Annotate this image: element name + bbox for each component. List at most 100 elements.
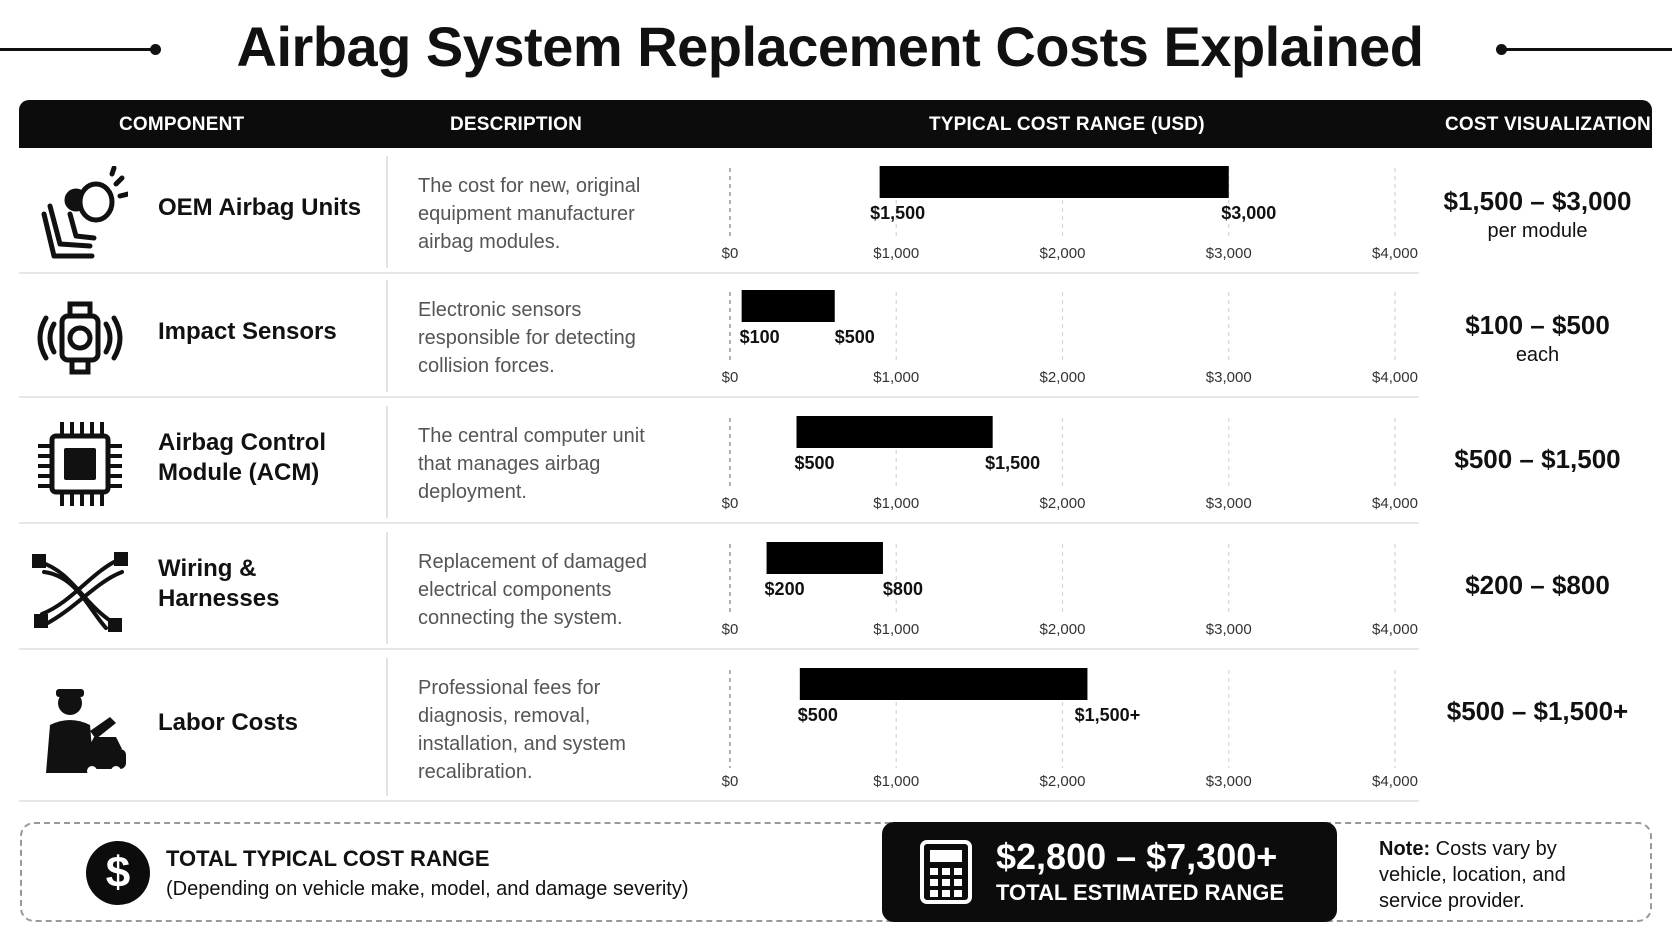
component-description: Professional fees for diagnosis, removal,… — [418, 674, 708, 786]
column-separator — [386, 658, 388, 796]
tick-label: $0 — [722, 245, 739, 262]
range-bar-label: $100 — [740, 327, 780, 347]
cost-range-value: $100 – $500 — [1465, 310, 1610, 340]
range-bar — [799, 668, 1088, 700]
cost-range-value: $200 – $800 — [1465, 570, 1610, 600]
row-separator — [19, 800, 1419, 802]
cost-range-value: $500 – $1,500 — [1454, 444, 1621, 474]
column-separator — [386, 280, 388, 392]
total-value: $2,800 – $7,300+ — [996, 836, 1278, 877]
cost-note: Note: Costs vary by vehicle, location, a… — [1379, 836, 1639, 914]
description-line: Professional fees for — [418, 677, 601, 699]
range-bar-label: $500 — [835, 327, 875, 347]
total-footer: $ TOTAL TYPICAL COST RANGE (Depending on… — [20, 822, 1652, 922]
tick-label: $3,000 — [1206, 495, 1252, 512]
description-line: installation, and system — [418, 733, 626, 755]
tick-label: $2,000 — [1040, 773, 1086, 790]
row-separator — [19, 648, 1419, 650]
description-line: Replacement of damaged — [418, 551, 648, 573]
note-line-2: vehicle, location, and — [1379, 864, 1566, 886]
tick-label: $1,000 — [873, 369, 919, 386]
sensor-icon — [32, 290, 128, 386]
component-description: Electronic sensors responsible for detect… — [418, 296, 708, 380]
description-line: collision forces. — [418, 355, 555, 377]
chip-icon — [32, 416, 128, 512]
description-line: deployment. — [418, 481, 527, 503]
tick-label: $2,000 — [1040, 621, 1086, 638]
description-line: The central computer unit — [418, 425, 645, 447]
cost-range-chart: $0 $1,000 $2,000 $3,000 $4,000 $100 $500 — [722, 290, 1418, 386]
note-label: Note: — [1379, 838, 1431, 860]
range-bar — [796, 416, 993, 448]
description-line: Electronic sensors — [418, 299, 582, 321]
description-line: responsible for detecting — [418, 327, 636, 349]
tick-label: $2,000 — [1040, 245, 1086, 262]
description-line: airbag modules. — [418, 231, 561, 253]
header-component: COMPONENT — [119, 114, 245, 135]
description-line: electrical components — [418, 579, 612, 601]
tick-label: $1,000 — [873, 495, 919, 512]
component-name-line: Wiring & — [158, 555, 257, 582]
tick-label: $2,000 — [1040, 495, 1086, 512]
dollar-icon: $ — [86, 841, 150, 905]
component-name-line: Impact Sensors — [158, 318, 337, 345]
range-bar-label: $500 — [794, 453, 834, 473]
tick-label: $4,000 — [1372, 495, 1418, 512]
page-title: Airbag System Replacement Costs Explaine… — [236, 15, 1425, 78]
title-line-right — [1500, 48, 1672, 51]
row-separator — [19, 522, 1419, 524]
component-name-line: Module (ACM) — [158, 459, 320, 486]
component-name-line: Labor Costs — [158, 709, 299, 736]
title-dot-left — [150, 44, 161, 55]
component-description: Replacement of damaged electrical compone… — [418, 548, 708, 632]
component-name: Wiring & Harnesses — [158, 554, 388, 614]
mechanic-icon — [32, 681, 128, 777]
component-name-line: OEM Airbag Units — [158, 194, 362, 221]
airbag-icon — [32, 165, 131, 262]
row-separator — [19, 396, 1419, 398]
tick-label: $0 — [722, 621, 739, 638]
description-line: that manages airbag — [418, 453, 601, 475]
tick-label: $0 — [722, 495, 739, 512]
cost-range-chart: $0 $1,000 $2,000 $3,000 $4,000 $1,500 $3,000 — [722, 166, 1418, 262]
range-bar-label: $1,500 — [870, 203, 925, 223]
description-line: equipment manufacturer — [418, 203, 635, 225]
range-bar-label: $3,000 — [1221, 203, 1276, 223]
component-description: The central computer unit that manages ai… — [418, 422, 708, 506]
calculator-icon — [920, 840, 972, 904]
cost-range-value: $1,500 – $3,000 — [1443, 186, 1632, 216]
table-header: COMPONENT DESCRIPTION TYPICAL COST RANGE… — [19, 100, 1652, 148]
note-line-3: service provider. — [1379, 890, 1525, 912]
tick-label: $1,000 — [873, 773, 919, 790]
description-line: connecting the system. — [418, 607, 623, 629]
component-name: Labor Costs — [158, 708, 388, 738]
range-bar-label: $500 — [798, 705, 838, 725]
component-name-line: Airbag Control — [158, 429, 326, 456]
header-cost-visualization: COST VISUALIZATION — [1445, 114, 1651, 135]
tick-label: $0 — [722, 369, 739, 386]
component-name: Impact Sensors — [158, 317, 388, 347]
tick-label: $2,000 — [1040, 369, 1086, 386]
cost-range-note: per module — [1487, 220, 1588, 242]
component-name: Airbag Control Module (ACM) — [158, 428, 388, 488]
tick-label: $3,000 — [1206, 773, 1252, 790]
total-caption: TOTAL ESTIMATED RANGE — [996, 880, 1285, 905]
cost-range-chart: $0 $1,000 $2,000 $3,000 $4,000 $500 $1,500 — [722, 416, 1418, 512]
tick-label: $3,000 — [1206, 621, 1252, 638]
tick-label: $0 — [722, 773, 739, 790]
row-separator — [19, 272, 1419, 274]
component-description: The cost for new, original equipment manu… — [418, 172, 708, 256]
tick-label: $3,000 — [1206, 369, 1252, 386]
total-sub: (Depending on vehicle make, model, and d… — [166, 878, 689, 900]
range-bar-label: $800 — [883, 579, 923, 599]
column-separator — [386, 532, 388, 644]
range-bar-label: $1,500+ — [1075, 705, 1141, 725]
tick-label: $4,000 — [1372, 773, 1418, 790]
description-line: diagnosis, removal, — [418, 705, 591, 727]
total-label: TOTAL TYPICAL COST RANGE — [166, 846, 490, 871]
cost-range-chart: $0 $1,000 $2,000 $3,000 $4,000 $500 $1,500+ — [722, 668, 1418, 790]
header-cost-range: TYPICAL COST RANGE (USD) — [929, 114, 1205, 135]
cost-range-value: $500 – $1,500+ — [1446, 696, 1629, 726]
range-bar — [741, 290, 835, 322]
range-bar-label: $1,500 — [985, 453, 1040, 473]
